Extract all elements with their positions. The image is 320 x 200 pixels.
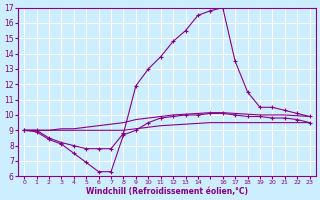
X-axis label: Windchill (Refroidissement éolien,°C): Windchill (Refroidissement éolien,°C) (86, 187, 248, 196)
